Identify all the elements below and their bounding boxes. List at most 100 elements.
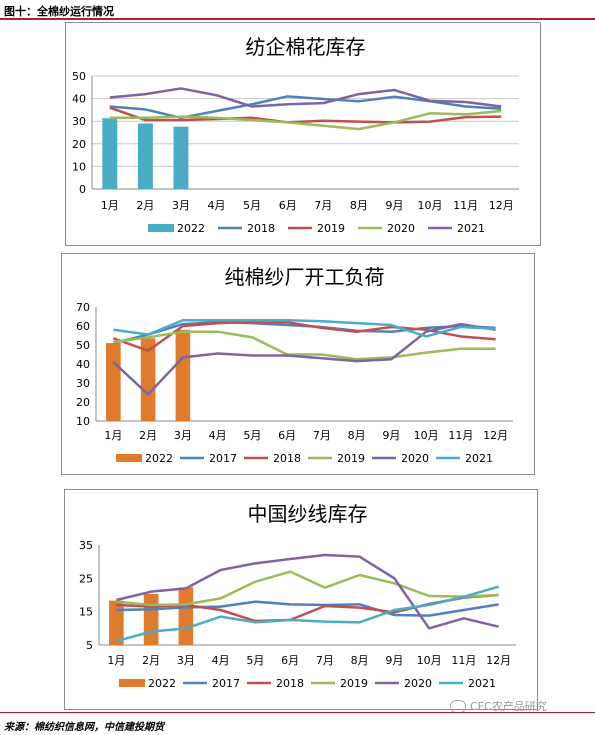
- x-tick-label: 4月: [212, 654, 230, 667]
- x-tick-label: 11月: [451, 654, 476, 667]
- header-rule: [0, 18, 595, 20]
- legend-label-2020: 2020: [404, 677, 432, 690]
- legend-swatch-2022: [148, 224, 174, 232]
- y-tick-label: 30: [76, 377, 90, 390]
- x-tick-label: 3月: [177, 654, 195, 667]
- x-tick-label: 12月: [483, 429, 508, 442]
- legend-label-2017: 2017: [212, 677, 240, 690]
- chart-title: 纯棉纱厂开工负荷: [225, 265, 385, 289]
- footer-rule: [0, 712, 595, 713]
- x-tick-label: 4月: [209, 429, 227, 442]
- watermark-text: CFC农产品研究: [470, 700, 547, 713]
- chart-title: 纺企棉花库存: [246, 35, 366, 59]
- legend-label-2021: 2021: [468, 677, 496, 690]
- x-tick-label: 5月: [243, 429, 261, 442]
- legend-label-2021: 2021: [465, 452, 493, 465]
- x-tick-label: 5月: [243, 199, 261, 212]
- x-tick-label: 12月: [489, 199, 514, 212]
- bar-2022: [106, 343, 121, 421]
- legend-label-2022: 2022: [177, 222, 205, 235]
- legend-label-2022: 2022: [145, 452, 173, 465]
- x-tick-label: 9月: [385, 199, 403, 212]
- x-tick-label: 7月: [313, 429, 331, 442]
- y-tick-label: 10: [76, 415, 90, 428]
- line-series-2017: [116, 600, 499, 617]
- y-tick-label: 60: [76, 320, 90, 333]
- line-series-2019: [109, 106, 502, 124]
- legend-label-2018: 2018: [276, 677, 304, 690]
- x-tick-label: 3月: [174, 429, 192, 442]
- x-tick-label: 9月: [385, 654, 403, 667]
- y-tick-label: 50: [76, 339, 90, 352]
- line-series-2020: [112, 322, 496, 396]
- bar-2022: [102, 118, 118, 189]
- x-tick-label: 4月: [208, 199, 226, 212]
- x-tick-label: 10月: [417, 654, 442, 667]
- y-tick-label: 35: [79, 539, 93, 552]
- line-series-2019: [113, 330, 496, 361]
- line-series-2021: [116, 585, 499, 643]
- bar-2022: [178, 587, 194, 645]
- legend-label-2020: 2020: [401, 452, 429, 465]
- chart-panel-spinning-load: 纯棉纱厂开工负荷 10 20 30 40 50 60 70 1月 2月 3月 4月 5月 6月 7月 8月 9月…: [61, 253, 535, 475]
- x-tick-label: 11月: [453, 199, 478, 212]
- y-tick-label: 40: [72, 93, 86, 106]
- x-tick-label: 6月: [279, 199, 297, 212]
- legend-label-2021: 2021: [457, 222, 485, 235]
- x-tick-label: 2月: [139, 429, 157, 442]
- legend-swatch-2022: [116, 454, 142, 462]
- x-tick-label: 10月: [414, 429, 439, 442]
- legend-label-2018: 2018: [273, 452, 301, 465]
- y-tick-label: 20: [72, 138, 86, 151]
- bar-2022: [175, 329, 191, 421]
- x-tick-label: 8月: [350, 199, 368, 212]
- source-note: 来源：棉纺织信息网，中信建投期货: [4, 722, 164, 733]
- x-tick-label: 1月: [101, 199, 119, 212]
- y-tick-label: 0: [79, 183, 86, 196]
- y-tick-label: 40: [76, 358, 90, 371]
- bar-2022: [143, 594, 159, 645]
- x-tick-label: 6月: [278, 429, 296, 442]
- chart-yarn-inventory: 中国纱线库存 5 15 25 35 1月 2月 3月 4月 5月 6月 7月 8月 9月 10月 11月 12月…: [79, 502, 516, 690]
- x-tick-label: 9月: [382, 429, 400, 442]
- y-tick-label: 50: [72, 70, 86, 83]
- legend-swatch-2022: [119, 679, 145, 687]
- bar-2022: [137, 123, 153, 189]
- x-tick-label: 5月: [246, 654, 264, 667]
- y-tick-label: 30: [72, 115, 86, 128]
- chart-title: 中国纱线库存: [248, 502, 368, 526]
- y-tick-label: 5: [86, 639, 93, 652]
- legend-label-2018: 2018: [247, 222, 275, 235]
- chart-spinning-load: 纯棉纱厂开工负荷 10 20 30 40 50 60 70 1月 2月 3月 4月 5月 6月 7月 8月 9月…: [76, 265, 513, 465]
- x-tick-label: 7月: [316, 654, 334, 667]
- wechat-icon: [450, 699, 466, 713]
- line-series-2020: [116, 553, 499, 630]
- bar-2022: [109, 600, 124, 645]
- y-tick-label: 15: [79, 606, 93, 619]
- y-tick-label: 10: [72, 160, 86, 173]
- line-series-2021: [113, 319, 496, 338]
- chart-cotton-inventory: 纺企棉花库存 0 10 20 30 40 50 1月 2月 3月 4月 5月 6月 7月 8月 9月 10月 11…: [72, 35, 519, 235]
- x-tick-label: 10月: [418, 199, 443, 212]
- x-tick-label: 3月: [172, 199, 190, 212]
- line-series-2021: [109, 87, 502, 108]
- x-tick-label: 6月: [281, 654, 299, 667]
- x-tick-label: 1月: [104, 429, 122, 442]
- x-tick-label: 8月: [348, 429, 366, 442]
- x-tick-label: 1月: [107, 654, 125, 667]
- x-tick-label: 8月: [351, 654, 369, 667]
- bar-2022: [173, 126, 189, 189]
- line-series-2019: [116, 570, 499, 607]
- chart-panel-yarn-inventory: 中国纱线库存 5 15 25 35 1月 2月 3月 4月 5月 6月 7月 8月 9月 10月 11月 12月…: [64, 489, 538, 710]
- legend-label-2017: 2017: [209, 452, 237, 465]
- chart-panel-cotton-inventory: 纺企棉花库存 0 10 20 30 40 50 1月 2月 3月 4月 5月 6月 7月 8月 9月 10月 11…: [65, 22, 541, 246]
- y-tick-label: 25: [79, 572, 93, 585]
- figure-title: 图十：全棉纱运行情况: [4, 5, 114, 18]
- legend-label-2022: 2022: [148, 677, 176, 690]
- y-tick-label: 20: [76, 396, 90, 409]
- y-tick-label: 70: [76, 301, 90, 314]
- x-tick-label: 12月: [486, 654, 511, 667]
- legend-label-2019: 2019: [317, 222, 345, 235]
- legend-label-2019: 2019: [340, 677, 368, 690]
- line-series-2020: [109, 109, 502, 131]
